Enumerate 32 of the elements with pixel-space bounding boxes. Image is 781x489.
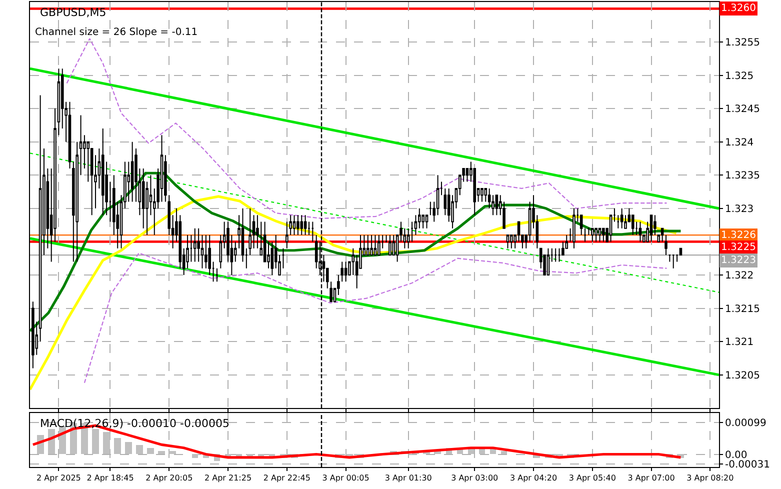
y-tick-label: 1.3205 (725, 370, 760, 382)
chart-title: MACD(12,26,9) -0.00010 -0.00005 (40, 417, 230, 430)
text: Channel size = 26 Slope = -0.11 (35, 27, 198, 38)
y-tick-label: 1.3235 (725, 170, 760, 182)
x-tick-label: 3 Apr 04:20 (510, 474, 558, 483)
y-tick-label: 1.3245 (725, 104, 760, 116)
x-tick-label: 2 Apr 20:05 (146, 474, 193, 483)
ref-line-label: 1.3223 (721, 255, 756, 266)
x-tick-label: 3 Apr 01:30 (384, 474, 432, 483)
chart-title: GBPUSD,M5 (40, 6, 106, 19)
y-tick-label: 0.00 (725, 450, 748, 461)
x-tick-label: 2 Apr 18:45 (86, 474, 134, 483)
y-tick-label: 1.324 (725, 137, 754, 148)
x-tick-label: 3 Apr 00:05 (322, 474, 370, 483)
x-tick-label: 3 Apr 05:40 (568, 474, 616, 483)
y-tick-label: 1.323 (725, 204, 754, 215)
ref-line-label: 1.3226 (721, 230, 756, 241)
x-tick-label: 3 Apr 08:20 (686, 474, 734, 483)
y-tick-label: 0.00099 (725, 418, 766, 430)
y-tick-label: 1.321 (725, 337, 754, 348)
x-tick-label: 2 Apr 22:45 (263, 474, 310, 483)
y-tick-label: 1.322 (725, 270, 754, 282)
y-tick-label: 1.3255 (725, 37, 760, 48)
ref-line-label: 1.3225 (721, 242, 756, 253)
x-tick-label: 3 Apr 03:00 (451, 474, 498, 483)
x-tick-label: 2 Apr 21:25 (204, 474, 252, 483)
x-tick-label: 2 Apr 2025 (36, 474, 81, 483)
ref-line-label: 1.3260 (721, 3, 756, 14)
x-tick-label: 3 Apr 07:00 (628, 474, 675, 483)
y-tick-label: 1.3215 (725, 304, 760, 315)
y-tick-label: 1.325 (725, 70, 754, 82)
y-tick-label: -0.00031 (725, 460, 770, 471)
